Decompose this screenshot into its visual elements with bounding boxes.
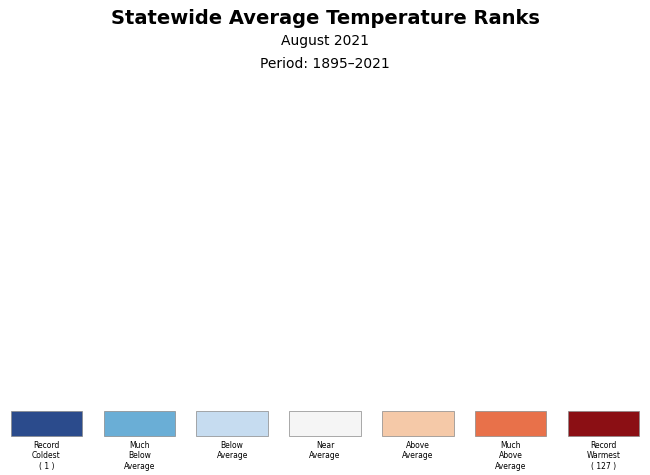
Text: Record
Warmest
( 127 ): Record Warmest ( 127 ) [586, 441, 621, 471]
Text: Statewide Average Temperature Ranks: Statewide Average Temperature Ranks [111, 9, 540, 28]
Text: Record
Coldest
( 1 ): Record Coldest ( 1 ) [32, 441, 61, 471]
FancyBboxPatch shape [475, 411, 547, 436]
Text: Much
Below
Average: Much Below Average [124, 441, 155, 471]
FancyBboxPatch shape [568, 411, 640, 436]
Text: Much
Above
Average: Much Above Average [495, 441, 526, 471]
Text: Period: 1895–2021: Period: 1895–2021 [260, 57, 390, 71]
FancyBboxPatch shape [196, 411, 268, 436]
Text: Below
Average: Below Average [216, 441, 248, 460]
Text: Above
Average: Above Average [402, 441, 434, 460]
FancyBboxPatch shape [103, 411, 175, 436]
Text: Near
Average: Near Average [309, 441, 341, 460]
FancyBboxPatch shape [289, 411, 361, 436]
Text: August 2021: August 2021 [281, 34, 369, 48]
FancyBboxPatch shape [10, 411, 82, 436]
FancyBboxPatch shape [382, 411, 454, 436]
